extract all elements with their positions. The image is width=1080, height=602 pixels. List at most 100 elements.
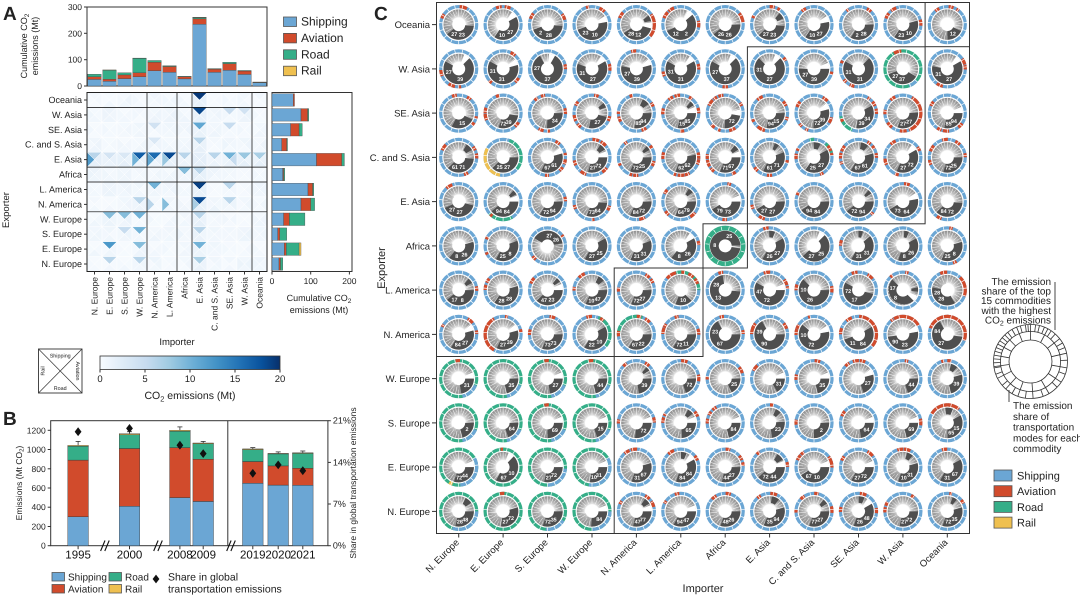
svg-text:27: 27 (546, 475, 552, 481)
svg-text:31: 31 (907, 473, 913, 479)
svg-text:10: 10 (680, 298, 686, 304)
svg-text:28: 28 (499, 298, 505, 304)
svg-text:34: 34 (552, 119, 558, 125)
svg-text:27: 27 (457, 210, 463, 216)
svg-text:10: 10 (906, 31, 912, 37)
svg-text:27: 27 (589, 254, 595, 260)
svg-text:CO2 emissions: CO2 emissions (985, 315, 1051, 327)
svg-text:85: 85 (684, 119, 690, 125)
svg-text:31: 31 (668, 69, 674, 75)
svg-text:72: 72 (945, 166, 951, 172)
svg-text:15: 15 (459, 121, 465, 127)
svg-text:2009: 2009 (190, 550, 216, 562)
svg-text:27: 27 (892, 74, 898, 80)
svg-text:44: 44 (770, 475, 776, 481)
svg-text:23: 23 (775, 427, 781, 433)
svg-text:31: 31 (678, 77, 684, 83)
svg-text:N. America: N. America (384, 330, 431, 341)
svg-text:27: 27 (817, 518, 823, 524)
svg-text:27: 27 (624, 72, 630, 78)
svg-text:26: 26 (908, 250, 914, 256)
svg-text:8: 8 (455, 254, 458, 260)
svg-text:10: 10 (591, 475, 597, 481)
svg-text:31: 31 (935, 72, 941, 78)
svg-text:37: 37 (545, 77, 551, 83)
svg-text:Road: Road (125, 573, 149, 584)
svg-text:26: 26 (726, 32, 732, 38)
svg-text:79: 79 (684, 208, 690, 214)
svg-text:77: 77 (640, 517, 646, 523)
svg-text:modes for each: modes for each (1013, 433, 1080, 444)
svg-text:31: 31 (641, 251, 647, 257)
svg-text:72: 72 (641, 428, 647, 434)
svg-text:share of: share of (1013, 412, 1049, 423)
svg-text:SE. Asia: SE. Asia (48, 125, 82, 135)
svg-text:N. Europe: N. Europe (387, 507, 430, 518)
svg-text:17: 17 (452, 298, 458, 304)
svg-text:31: 31 (499, 77, 505, 83)
svg-text:12: 12 (950, 31, 956, 37)
svg-text:8: 8 (461, 298, 464, 304)
svg-text:E. Asia: E. Asia (54, 155, 82, 165)
svg-text:10: 10 (592, 33, 598, 39)
svg-text:72: 72 (551, 473, 557, 479)
svg-text:67: 67 (806, 474, 812, 480)
svg-text:26: 26 (728, 518, 734, 524)
svg-text:A: A (3, 4, 17, 25)
svg-text:69: 69 (908, 427, 914, 433)
svg-text:L. America: L. America (39, 185, 82, 195)
svg-text:W. Europe: W. Europe (40, 214, 82, 224)
svg-text:22: 22 (589, 343, 595, 349)
svg-text:64: 64 (904, 209, 910, 215)
svg-text:27: 27 (507, 30, 513, 36)
svg-text:N. Europe: N. Europe (41, 259, 82, 269)
svg-text:C. and S. Asia: C. and S. Asia (25, 140, 82, 150)
svg-text:94: 94 (550, 209, 556, 215)
svg-text:Africa: Africa (406, 241, 431, 252)
svg-text:39: 39 (811, 77, 817, 83)
svg-text:47: 47 (541, 298, 547, 304)
svg-text:27: 27 (767, 77, 773, 83)
svg-text:200: 200 (68, 28, 82, 38)
svg-text:15: 15 (679, 121, 685, 127)
svg-text:34: 34 (864, 117, 870, 123)
svg-text:300: 300 (68, 2, 82, 12)
svg-text:Shipping: Shipping (68, 573, 107, 584)
svg-text:W. Asia: W. Asia (52, 110, 82, 120)
svg-text:67: 67 (717, 341, 723, 347)
svg-text:15: 15 (230, 374, 241, 385)
svg-text:62: 62 (685, 163, 691, 169)
svg-text:emissions (Mt): emissions (Mt) (30, 17, 40, 76)
svg-text:27: 27 (590, 166, 596, 172)
svg-text:28: 28 (506, 297, 512, 303)
svg-text:E. Europe: E. Europe (388, 463, 430, 474)
svg-text:13: 13 (715, 296, 721, 302)
svg-text:Oceania: Oceania (255, 277, 265, 309)
svg-text:72: 72 (729, 119, 735, 125)
svg-text:61: 61 (452, 165, 458, 171)
svg-text:23: 23 (583, 31, 589, 37)
svg-text:85: 85 (946, 121, 952, 127)
svg-text:62: 62 (678, 166, 684, 172)
svg-text:27: 27 (774, 251, 780, 257)
svg-text:25: 25 (951, 164, 957, 170)
svg-text:31: 31 (579, 71, 585, 77)
svg-text:27: 27 (769, 210, 775, 216)
svg-text:C. and S. Asia: C. and S. Asia (370, 153, 431, 164)
svg-text:Shipping: Shipping (50, 354, 71, 360)
svg-text:N. Europe: N. Europe (90, 277, 100, 316)
svg-text:Rail: Rail (41, 366, 47, 375)
svg-text:48: 48 (462, 517, 468, 523)
svg-text:10: 10 (801, 287, 807, 293)
svg-text:67: 67 (855, 166, 861, 172)
svg-text:27: 27 (546, 233, 552, 239)
svg-text:72: 72 (639, 208, 645, 214)
svg-text:35: 35 (508, 383, 514, 389)
svg-text:10: 10 (809, 33, 815, 39)
svg-text:8: 8 (953, 252, 956, 258)
svg-text:8: 8 (713, 243, 716, 249)
svg-text:61: 61 (767, 166, 773, 172)
svg-text:25: 25 (726, 234, 732, 240)
svg-text:44: 44 (909, 382, 915, 388)
svg-text:10: 10 (185, 374, 196, 385)
